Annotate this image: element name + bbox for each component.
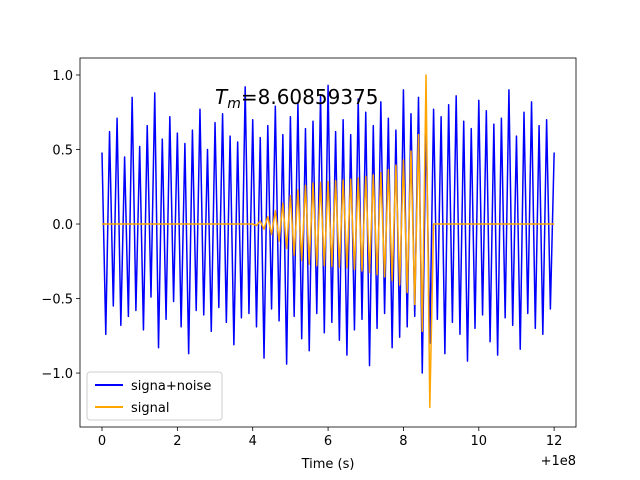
x-tick-label: 6 [324,434,332,449]
x-tick-label: 12 [546,434,563,449]
x-axis-label: Time (s) [301,457,355,472]
x-tick-label: 8 [399,434,407,449]
series-line [102,74,555,409]
y-tick-label: −1.0 [41,367,73,382]
y-tick-label: −0.5 [41,293,73,308]
x-tick-label: 2 [173,434,181,449]
legend-label: signal [131,401,169,416]
series-line [101,84,555,374]
x-offset-label: +1e8 [541,454,576,469]
annotation-symbol: T [215,85,229,109]
x-tick-label: 4 [249,434,257,449]
x-tick-label: 0 [98,434,106,449]
y-tick-label: 0.0 [52,218,73,233]
annotation-subscript: m [227,96,241,112]
annotation: Tm=8.60859375 [215,85,379,112]
y-tick-label: 0.5 [52,144,73,159]
legend-label: signa+noise [131,379,211,394]
x-tick-label: 10 [471,434,488,449]
annotation-value: =8.60859375 [241,85,379,109]
y-tick-label: 1.0 [52,69,73,84]
